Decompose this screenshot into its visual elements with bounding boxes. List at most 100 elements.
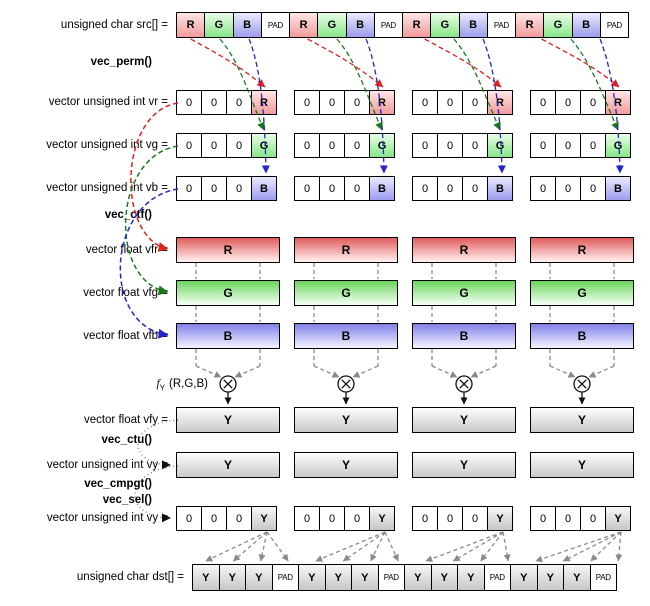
vg-cell: 0 — [462, 133, 488, 158]
vfg-bar: G — [294, 280, 398, 306]
vr-cell: 0 — [412, 90, 438, 115]
vg-cell: G — [487, 133, 513, 158]
arrow — [223, 379, 233, 389]
multiply-icon — [337, 375, 355, 393]
src-cell: B — [458, 12, 488, 38]
vy2-cell: 0 — [201, 506, 227, 531]
arrow — [342, 531, 386, 562]
arrow — [470, 365, 497, 378]
vr-cell: 0 — [294, 90, 320, 115]
dst-cell: Y — [404, 564, 432, 591]
vg-cell: 0 — [294, 133, 320, 158]
label-vr: vector unsigned int vr = — [48, 96, 168, 108]
vfr-bar: R — [412, 237, 516, 263]
vb-cell: 0 — [344, 176, 370, 201]
vb-cell: 0 — [319, 176, 345, 201]
src-cell: R — [402, 12, 432, 38]
vy2-cell: 0 — [294, 506, 320, 531]
arrow — [370, 531, 386, 562]
dst-cell: Y — [298, 564, 326, 591]
vg-cell: G — [369, 133, 395, 158]
arrow — [190, 38, 266, 88]
dst-cell: Y — [563, 564, 591, 591]
vb-cell: 0 — [412, 176, 438, 201]
vy-bar: Y — [294, 452, 398, 478]
multiply-icon — [219, 375, 237, 393]
vfb-bar: B — [412, 323, 516, 349]
arrow — [459, 379, 469, 389]
vr-cell: R — [487, 90, 513, 115]
vfr-bar: R — [294, 237, 398, 263]
label-vec-ctu: vec_ctu() — [101, 434, 153, 446]
src-cell: PAD — [599, 12, 629, 38]
dst-cell: Y — [510, 564, 538, 591]
vg-cell: 0 — [580, 133, 606, 158]
label-vy2: vector unsigned int vy = — [46, 512, 168, 524]
vg-cell: 0 — [226, 133, 252, 158]
vy2-cell: 0 — [319, 506, 345, 531]
vg-cell: 0 — [176, 133, 202, 158]
vg-cell: G — [251, 133, 277, 158]
vy2-cell: Y — [369, 506, 395, 531]
arrow — [130, 102, 179, 252]
arrow — [232, 531, 268, 562]
arrow — [459, 379, 469, 389]
label-dst: unsigned char dst[] = — [76, 571, 184, 583]
vy2-cell: 0 — [226, 506, 252, 531]
arrow — [535, 531, 622, 563]
arrow — [384, 531, 399, 562]
vr-cell: 0 — [437, 90, 463, 115]
arrow — [452, 531, 504, 562]
src-cell: R — [515, 12, 545, 38]
vr-cell: R — [369, 90, 395, 115]
dst-cell: Y — [351, 564, 379, 591]
arrow — [425, 531, 504, 562]
src-cell: PAD — [260, 12, 290, 38]
vy2-cell: Y — [251, 506, 277, 531]
arrow — [588, 365, 615, 378]
vb-cell: B — [487, 176, 513, 201]
vy-bar: Y — [530, 452, 634, 478]
arrow — [590, 531, 622, 562]
vy2-cell: 0 — [462, 506, 488, 531]
vr-cell: 0 — [530, 90, 556, 115]
arrow — [541, 38, 620, 88]
fy-args: (R,G,B) — [169, 378, 208, 390]
fy-f: f — [156, 378, 160, 390]
vy2-cell: 0 — [412, 506, 438, 531]
src-cell: B — [571, 12, 601, 38]
vy-bar: Y — [412, 452, 516, 478]
vb-cell: B — [605, 176, 631, 201]
arrow — [341, 379, 351, 389]
vb-cell: 0 — [555, 176, 581, 201]
vr-cell: 0 — [226, 90, 252, 115]
vb-cell: 0 — [294, 176, 320, 201]
vfg-bar: G — [412, 280, 516, 306]
arrow — [431, 365, 458, 378]
vy2-cell: 0 — [437, 506, 463, 531]
arrow — [266, 531, 289, 562]
src-cell: B — [345, 12, 375, 38]
label-fy-function: fY (R,G,B) — [156, 376, 208, 392]
dst-cell: Y — [245, 564, 273, 591]
label-vec-ctf: vec_ctf() — [104, 209, 152, 221]
label-vy: vector unsigned int vy = — [46, 459, 168, 471]
vg-cell: 0 — [412, 133, 438, 158]
dst-cell: Y — [192, 564, 220, 591]
arrow — [219, 38, 265, 131]
multiply-icon — [573, 375, 591, 393]
arrow — [315, 531, 386, 562]
label-vec-perm: vec_perm() — [90, 56, 152, 68]
